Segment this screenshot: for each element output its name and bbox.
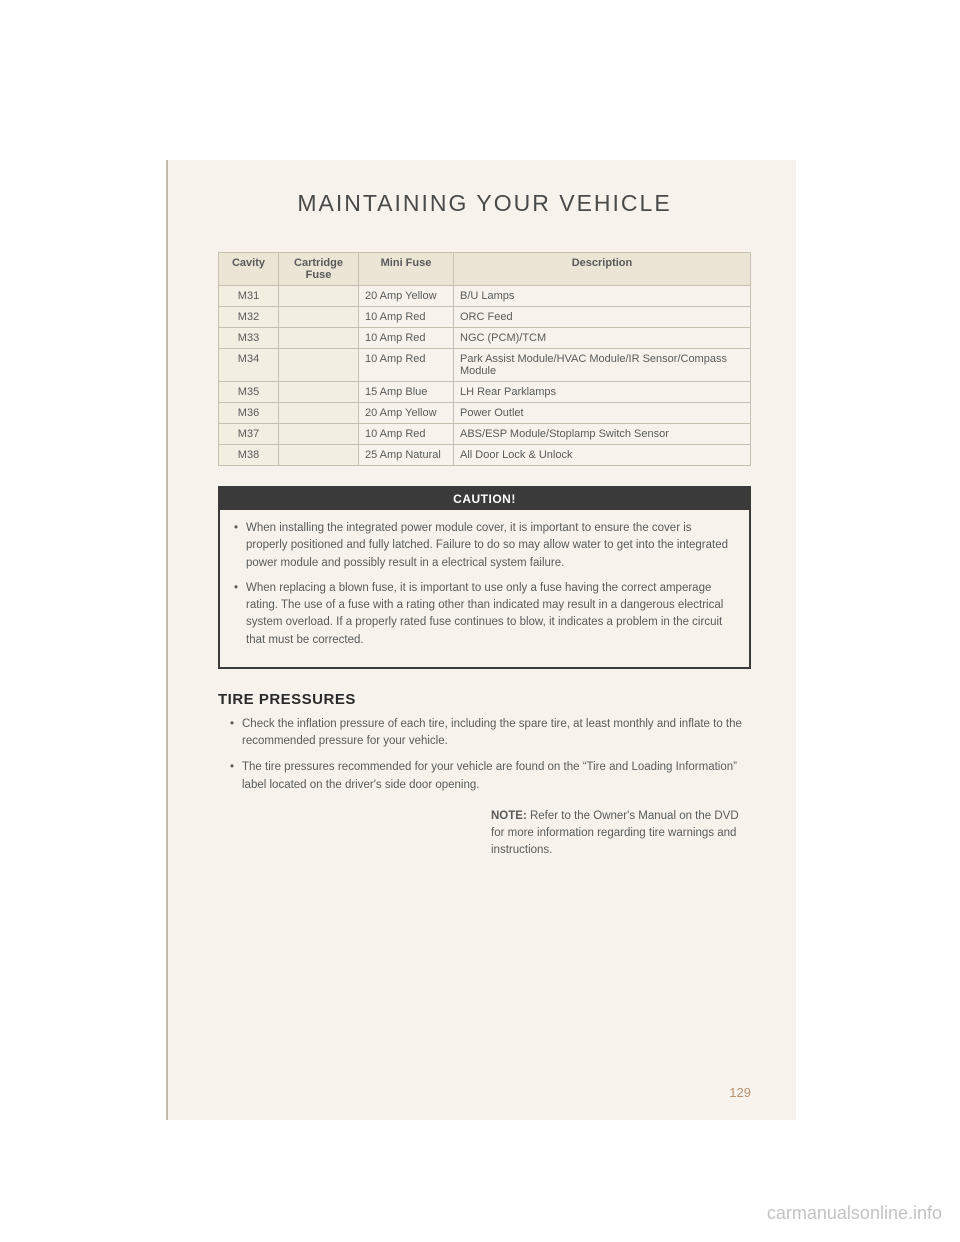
page-number: 129 bbox=[729, 1085, 751, 1100]
col-description: Description bbox=[454, 253, 751, 286]
cell-cartridge bbox=[279, 307, 359, 328]
page-title: MAINTAINING YOUR VEHICLE bbox=[218, 190, 751, 217]
cell-minifuse: 20 Amp Yellow bbox=[359, 286, 454, 307]
cell-cavity: M36 bbox=[219, 403, 279, 424]
col-minifuse: Mini Fuse bbox=[359, 253, 454, 286]
cell-cartridge bbox=[279, 286, 359, 307]
cell-cavity: M33 bbox=[219, 328, 279, 349]
cell-minifuse: 10 Amp Red bbox=[359, 307, 454, 328]
cell-description: All Door Lock & Unlock bbox=[454, 445, 751, 466]
cell-cavity: M31 bbox=[219, 286, 279, 307]
col-cartridge: Cartridge Fuse bbox=[279, 253, 359, 286]
caution-body: When installing the integrated power mod… bbox=[220, 510, 749, 667]
caution-title: CAUTION! bbox=[220, 488, 749, 510]
cell-description: Park Assist Module/HVAC Module/IR Sensor… bbox=[454, 349, 751, 382]
cell-cartridge bbox=[279, 445, 359, 466]
col-cavity: Cavity bbox=[219, 253, 279, 286]
cell-minifuse: 10 Amp Red bbox=[359, 328, 454, 349]
table-row: M35 15 Amp BlueLH Rear Parklamps bbox=[219, 382, 751, 403]
cell-description: ORC Feed bbox=[454, 307, 751, 328]
table-row: M31 20 Amp YellowB/U Lamps bbox=[219, 286, 751, 307]
cell-minifuse: 10 Amp Red bbox=[359, 424, 454, 445]
cell-cavity: M32 bbox=[219, 307, 279, 328]
table-row: M37 10 Amp RedABS/ESP Module/Stoplamp Swi… bbox=[219, 424, 751, 445]
caution-box: CAUTION! When installing the integrated … bbox=[218, 486, 751, 669]
table-row: M33 10 Amp RedNGC (PCM)/TCM bbox=[219, 328, 751, 349]
cell-cartridge bbox=[279, 403, 359, 424]
table-row: M38 25 Amp NaturalAll Door Lock & Unlock bbox=[219, 445, 751, 466]
cell-description: LH Rear Parklamps bbox=[454, 382, 751, 403]
fuse-table: Cavity Cartridge Fuse Mini Fuse Descript… bbox=[218, 252, 751, 466]
caution-item: When installing the integrated power mod… bbox=[234, 520, 735, 572]
tire-pressures-heading: TIRE PRESSURES bbox=[218, 691, 751, 708]
note-label: NOTE: bbox=[491, 810, 527, 822]
tire-pressures-list: Check the inflation pressure of each tir… bbox=[218, 716, 751, 794]
cell-minifuse: 25 Amp Natural bbox=[359, 445, 454, 466]
cell-cavity: M37 bbox=[219, 424, 279, 445]
watermark-text: carmanualsonline.info bbox=[767, 1203, 942, 1224]
cell-cavity: M34 bbox=[219, 349, 279, 382]
cell-description: B/U Lamps bbox=[454, 286, 751, 307]
manual-page: MAINTAINING YOUR VEHICLE Cavity Cartridg… bbox=[166, 160, 796, 1120]
cell-description: Power Outlet bbox=[454, 403, 751, 424]
cell-cartridge bbox=[279, 349, 359, 382]
note-block: NOTE: Refer to the Owner's Manual on the… bbox=[491, 808, 751, 860]
cell-cartridge bbox=[279, 382, 359, 403]
cell-cartridge bbox=[279, 328, 359, 349]
table-row: M36 20 Amp YellowPower Outlet bbox=[219, 403, 751, 424]
cell-cartridge bbox=[279, 424, 359, 445]
cell-cavity: M35 bbox=[219, 382, 279, 403]
cell-minifuse: 10 Amp Red bbox=[359, 349, 454, 382]
cell-description: NGC (PCM)/TCM bbox=[454, 328, 751, 349]
table-row: M32 10 Amp RedORC Feed bbox=[219, 307, 751, 328]
table-row: M34 10 Amp RedPark Assist Module/HVAC Mod… bbox=[219, 349, 751, 382]
caution-item: When replacing a blown fuse, it is impor… bbox=[234, 580, 735, 649]
cell-minifuse: 20 Amp Yellow bbox=[359, 403, 454, 424]
cell-cavity: M38 bbox=[219, 445, 279, 466]
cell-minifuse: 15 Amp Blue bbox=[359, 382, 454, 403]
tire-item: The tire pressures recommended for your … bbox=[230, 759, 751, 794]
table-header-row: Cavity Cartridge Fuse Mini Fuse Descript… bbox=[219, 253, 751, 286]
note-text: Refer to the Owner's Manual on the DVD f… bbox=[491, 810, 739, 857]
cell-description: ABS/ESP Module/Stoplamp Switch Sensor bbox=[454, 424, 751, 445]
tire-item: Check the inflation pressure of each tir… bbox=[230, 716, 751, 751]
